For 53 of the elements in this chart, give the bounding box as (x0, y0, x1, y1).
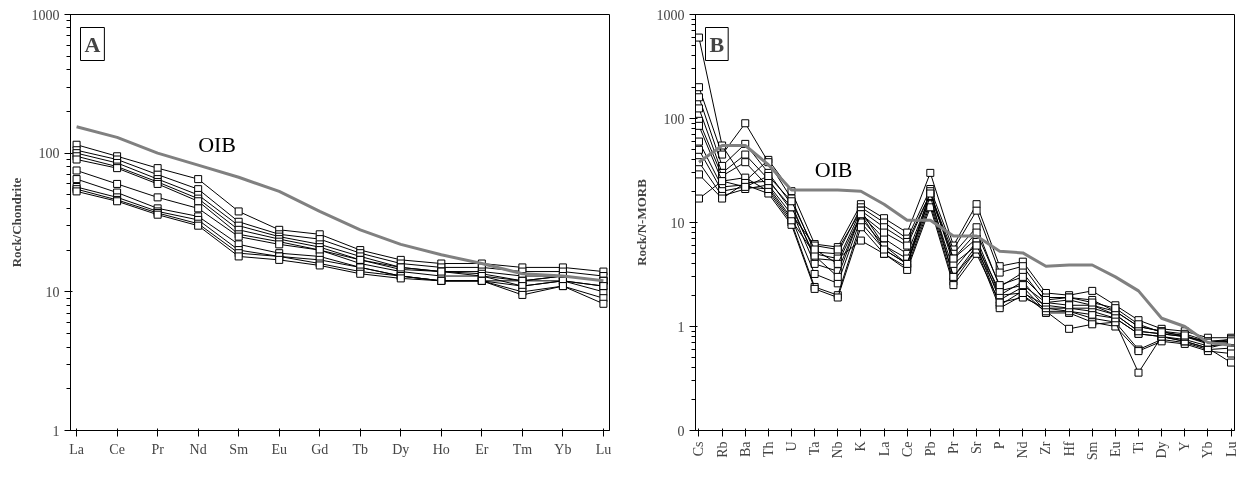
x-tick-label: Nd (189, 441, 207, 457)
y-axis-title: Rock/Chondrite (8, 177, 24, 268)
y-tick-label: 10 (670, 215, 685, 231)
y-tick-label: 1 (677, 319, 685, 335)
x-tick-label: Ta (807, 440, 823, 456)
x-tick-label: P (992, 441, 1008, 450)
x-tick-label: Zr (1038, 441, 1054, 455)
x-tick-label: Sm (229, 441, 249, 457)
x-tick-label: Ti (1131, 441, 1146, 454)
x-tick-label: Cs (691, 441, 707, 457)
series-label: OIB (198, 132, 237, 158)
x-tick-label: Yb (554, 441, 572, 457)
x-tick-label: La (69, 441, 85, 457)
y-tick-label: 0 (677, 423, 685, 439)
x-tick-label: Pr (945, 441, 961, 454)
y-tick-label: 10 (45, 284, 60, 300)
y-tick-label: 1 (52, 423, 60, 439)
x-tick-label: Pb (922, 441, 938, 457)
x-tick-label: Eu (1107, 441, 1123, 458)
x-tick-label: Y (1177, 441, 1193, 452)
x-tick-label: Er (475, 441, 489, 457)
text: A (84, 31, 101, 57)
x-tick-label: Rb (714, 441, 730, 458)
x-tick-label: Tb (352, 441, 369, 457)
x-tick-label: Sr (969, 441, 985, 454)
y-tick-label: 1000 (656, 7, 685, 23)
x-tick-label: Nb (830, 441, 846, 459)
x-tick-label: La (876, 440, 892, 457)
x-tick-label: Ce (109, 441, 125, 457)
x-tick-label: Ba (737, 440, 753, 458)
x-tick-label: Hf (1061, 441, 1077, 457)
x-tick-label: U (784, 441, 799, 452)
series-label: OIB (814, 157, 853, 183)
x-tick-label: Dy (392, 441, 410, 457)
y-tick-label: 1000 (31, 7, 60, 23)
x-tick-label: Lu (595, 441, 612, 457)
x-tick-label: Eu (271, 441, 287, 457)
x-tick-label: Th (760, 441, 776, 458)
x-tick-label: Lu (1223, 441, 1239, 458)
y-axis-title: Rock/N-MORB (633, 178, 649, 266)
x-tick-label: Ho (432, 441, 450, 457)
x-tick-label: Yb (1200, 441, 1216, 459)
x-tick-label: Gd (311, 441, 329, 457)
y-tick-label: 100 (663, 111, 685, 127)
x-tick-label: K (853, 441, 869, 452)
x-tick-label: Pr (151, 441, 165, 457)
x-tick-label: Nd (1015, 441, 1031, 459)
x-tick-label: Tm (512, 441, 533, 457)
x-tick-label: Ce (899, 441, 915, 458)
x-tick-label: Dy (1154, 441, 1170, 459)
x-tick-label: Sm (1084, 441, 1100, 461)
y-tick-label: 100 (38, 146, 60, 162)
text: B (709, 31, 725, 57)
